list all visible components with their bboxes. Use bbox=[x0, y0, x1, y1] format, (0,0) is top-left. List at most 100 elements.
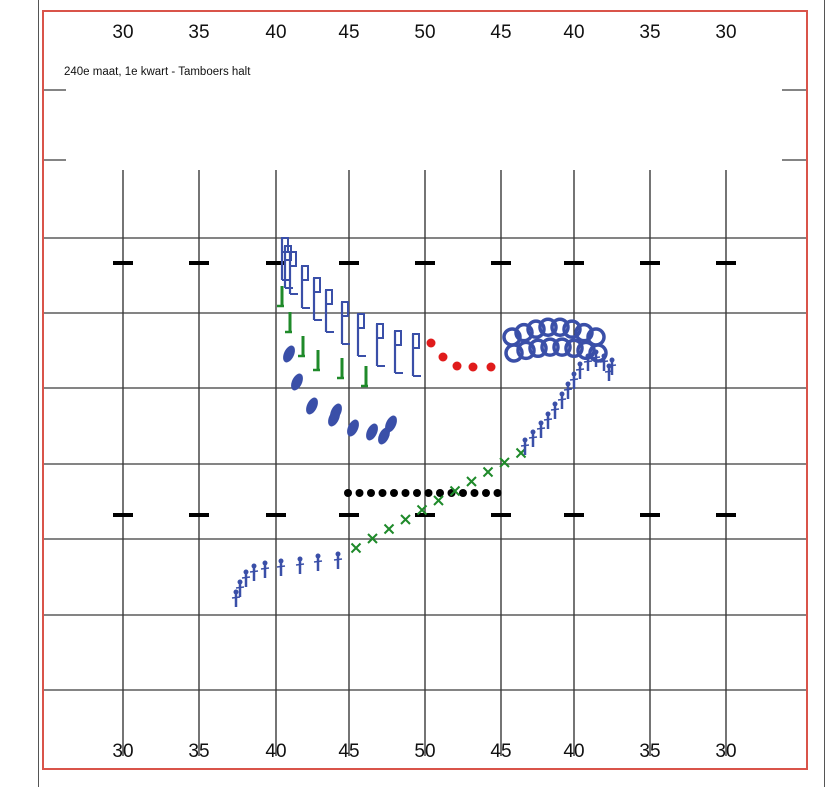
black-dot bbox=[459, 489, 467, 497]
drill-field: 30 35 40 45 50 45 40 35 30 30 35 40 45 50 45 40 35 30 24… bbox=[42, 10, 808, 770]
flag-marcher bbox=[340, 301, 350, 345]
yard-number: 35 bbox=[188, 22, 209, 43]
red-dot bbox=[486, 362, 496, 372]
flag-marcher bbox=[356, 313, 366, 357]
yard-number: 35 bbox=[188, 741, 209, 762]
flag-marcher bbox=[411, 333, 421, 377]
yard-number: 40 bbox=[265, 741, 286, 762]
circle-marcher bbox=[562, 319, 582, 339]
hash-mark bbox=[564, 261, 584, 265]
x-marker bbox=[449, 485, 461, 497]
hash-mark bbox=[189, 513, 209, 517]
black-dot bbox=[367, 489, 375, 497]
figure-marcher bbox=[591, 349, 601, 367]
circle-marcher bbox=[588, 343, 608, 363]
yard-number: 30 bbox=[112, 22, 133, 43]
figure-marcher bbox=[260, 560, 270, 578]
x-marker bbox=[466, 476, 477, 487]
drop-marcher bbox=[283, 345, 295, 363]
yard-number: 50 bbox=[414, 741, 435, 762]
red-dot bbox=[426, 338, 436, 348]
black-dot bbox=[424, 489, 433, 497]
hash-mark bbox=[640, 261, 660, 265]
green-marcher bbox=[298, 336, 305, 358]
green-marcher bbox=[285, 312, 292, 334]
figure-marcher bbox=[333, 551, 343, 569]
drop-marcher bbox=[347, 419, 359, 437]
black-dot bbox=[378, 489, 387, 497]
x-marker bbox=[367, 533, 378, 544]
black-dot bbox=[344, 489, 352, 497]
hash-mark bbox=[564, 513, 584, 517]
green-marcher bbox=[313, 350, 320, 372]
yard-number: 30 bbox=[715, 741, 736, 762]
red-dot bbox=[438, 352, 448, 362]
figure-marcher bbox=[313, 553, 323, 571]
figure-marcher bbox=[550, 401, 560, 419]
hash-mark bbox=[716, 261, 736, 265]
figure-marcher bbox=[599, 353, 609, 371]
figure-marcher bbox=[528, 429, 538, 447]
black-dot bbox=[482, 489, 490, 497]
flag-marcher bbox=[283, 245, 293, 289]
yard-number: 35 bbox=[639, 741, 660, 762]
circle-marcher bbox=[540, 337, 560, 357]
figure-marcher bbox=[249, 563, 259, 581]
flag-marcher bbox=[375, 323, 385, 367]
x-marker bbox=[400, 514, 411, 525]
yard-number: 30 bbox=[715, 22, 736, 43]
circle-marcher bbox=[552, 337, 572, 357]
circle-marcher bbox=[574, 322, 594, 343]
black-dot bbox=[413, 489, 421, 497]
x-marker bbox=[499, 457, 510, 468]
green-marcher bbox=[361, 366, 368, 388]
circle-marcher bbox=[550, 317, 570, 338]
black-dot bbox=[401, 489, 410, 497]
figure-marcher bbox=[231, 589, 241, 607]
hash-mark bbox=[415, 261, 435, 265]
hash-mark bbox=[266, 513, 286, 517]
circle-marcher bbox=[516, 340, 536, 361]
yard-number: 45 bbox=[490, 22, 511, 43]
flag-marcher bbox=[324, 289, 334, 333]
figure-marcher bbox=[557, 391, 567, 409]
field-canvas: 30 35 40 45 50 45 40 35 30 30 35 40 45 50 45 40 35 30 24… bbox=[44, 22, 806, 762]
x-marker bbox=[350, 542, 362, 554]
circle-marcher bbox=[528, 338, 548, 359]
figure-marcher bbox=[235, 579, 245, 597]
black-dot bbox=[436, 489, 444, 497]
figure-marcher bbox=[563, 381, 573, 399]
hash-mark bbox=[640, 513, 660, 517]
x-marker bbox=[433, 495, 444, 506]
hash-mark bbox=[339, 261, 359, 265]
figure-marcher bbox=[520, 437, 530, 455]
yard-number: 40 bbox=[563, 22, 584, 43]
hash-mark bbox=[491, 261, 511, 265]
yard-number: 45 bbox=[338, 22, 359, 43]
figure-marcher bbox=[543, 411, 553, 429]
formations bbox=[231, 237, 617, 607]
hash-mark bbox=[113, 513, 133, 517]
yard-labels-bottom: 30 35 40 45 50 45 40 35 30 bbox=[112, 741, 736, 762]
hash-mark bbox=[716, 513, 736, 517]
yard-labels-top: 30 35 40 45 50 45 40 35 30 bbox=[112, 22, 736, 43]
hash-mark bbox=[415, 513, 435, 517]
circle-marcher bbox=[538, 317, 558, 338]
circle-marcher bbox=[564, 338, 584, 359]
black-dot bbox=[355, 489, 364, 497]
circle-marcher bbox=[504, 343, 524, 363]
hash-mark bbox=[491, 513, 511, 517]
figure-marcher bbox=[575, 361, 585, 379]
figure-marcher bbox=[583, 353, 593, 371]
circle-marcher bbox=[526, 319, 546, 339]
figure-marcher bbox=[276, 558, 286, 576]
circle-marcher bbox=[514, 322, 534, 343]
hash-mark bbox=[189, 261, 209, 265]
yard-number: 40 bbox=[563, 741, 584, 762]
drop-marcher bbox=[291, 373, 303, 391]
black-dot bbox=[493, 489, 502, 497]
black-dot bbox=[470, 489, 479, 497]
figure-marcher bbox=[295, 556, 305, 574]
hash-mark bbox=[339, 513, 359, 517]
